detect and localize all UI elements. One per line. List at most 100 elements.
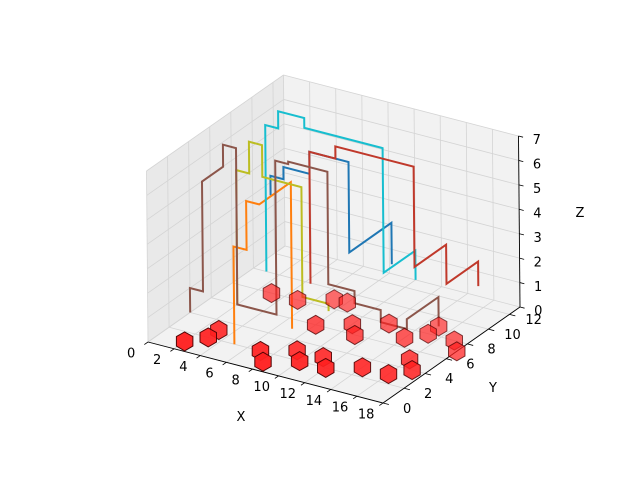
z-tick-label: 2 <box>534 255 542 270</box>
grid-x-floor <box>173 252 312 350</box>
y-tick-label: 8 <box>487 343 495 358</box>
x-tick <box>379 402 384 406</box>
grid-z-back <box>284 172 520 235</box>
grid-z-side <box>147 245 286 343</box>
y-axis-label: Y <box>488 381 497 396</box>
y-tick-label: 6 <box>466 358 474 373</box>
grid-x-floor <box>199 259 338 356</box>
grid-x-back <box>283 74 286 247</box>
grid-x-floor <box>356 299 495 397</box>
marker <box>346 324 364 346</box>
y-tick <box>509 313 516 317</box>
z-tick <box>519 208 524 211</box>
z-tick <box>518 160 524 163</box>
grid-y-side <box>272 82 275 254</box>
grid-z-back <box>283 74 519 137</box>
series-line-3 <box>264 110 417 280</box>
z-tick <box>519 282 525 285</box>
z-tick <box>519 306 525 309</box>
marker <box>419 323 437 344</box>
grid-x-back <box>361 95 364 267</box>
y-tick-label: 4 <box>445 372 453 387</box>
x-tick-label: 18 <box>358 407 375 422</box>
grid-z-side <box>147 172 285 270</box>
z-tick-label: 0 <box>534 304 542 319</box>
back-pane <box>283 75 520 307</box>
grid-z-back <box>284 147 520 210</box>
grid-z-back <box>284 221 520 283</box>
x-tick <box>300 382 305 386</box>
z-axis-label: Z <box>576 206 585 221</box>
z-tick-label: 5 <box>533 182 541 197</box>
z-tick-label: 3 <box>533 231 541 246</box>
marker <box>380 313 398 334</box>
y-tick <box>488 328 495 332</box>
z-tick-label: 4 <box>533 207 541 222</box>
marker <box>317 357 335 378</box>
marker <box>338 292 356 313</box>
grid-z-back <box>283 99 519 161</box>
grid-x-floor <box>226 266 364 363</box>
x-tick <box>170 348 175 352</box>
marker <box>175 331 194 352</box>
y-tick-label: 12 <box>525 313 542 328</box>
x-tick-label: 0 <box>127 346 135 361</box>
marker <box>395 327 414 348</box>
grid-z-back <box>284 245 521 308</box>
marker <box>325 289 343 310</box>
z-axis-line <box>518 135 521 308</box>
grid-z-back <box>284 196 520 259</box>
x-tick-label: 8 <box>231 373 239 388</box>
x-tick <box>196 355 201 359</box>
grid-y-floor <box>190 312 426 374</box>
x-tick-label: 16 <box>332 401 349 416</box>
grid-z-side <box>147 221 286 318</box>
grid-y-side <box>209 126 212 298</box>
x-axis-label: X <box>237 410 246 425</box>
grid-z-back <box>283 123 520 186</box>
grid-x-back <box>491 129 495 301</box>
z-tick-label: 6 <box>533 158 541 173</box>
z-tick <box>519 257 525 260</box>
markers <box>175 283 466 385</box>
y-tick <box>467 343 474 346</box>
z-tick-label: 7 <box>533 133 541 148</box>
x-tick-label: 2 <box>153 353 161 368</box>
marker <box>448 341 466 362</box>
grid-z-side <box>146 99 284 196</box>
y-tick <box>425 373 432 376</box>
grid-x-back <box>439 115 443 287</box>
marker <box>403 360 421 381</box>
marker <box>262 283 281 304</box>
y-tick <box>446 358 453 361</box>
grid-y-side <box>251 97 254 269</box>
grid-x-back <box>387 102 390 274</box>
x-tick-label: 14 <box>306 394 323 409</box>
y-tick <box>403 387 411 391</box>
z-tick <box>519 233 525 236</box>
x-tick <box>274 375 279 379</box>
series-lines <box>188 110 480 345</box>
grid-x-back <box>335 88 338 260</box>
marker <box>290 351 309 372</box>
x-tick <box>326 389 332 393</box>
marker <box>379 364 398 385</box>
grid-y-side <box>167 156 170 328</box>
marker <box>254 351 272 372</box>
grid-y-side <box>230 111 233 283</box>
series-line-2 <box>232 180 294 345</box>
grid-z-side <box>146 74 284 172</box>
marker <box>306 314 325 335</box>
grid-y-side <box>146 170 149 343</box>
grid-z-side <box>147 196 285 294</box>
x-tick-label: 10 <box>253 380 270 395</box>
x-tick <box>248 368 253 373</box>
y-tick-label: 10 <box>504 328 521 343</box>
grid-x-back <box>465 122 469 294</box>
z-tick-label: 1 <box>534 280 542 295</box>
x-tick <box>352 395 358 400</box>
y-tick-label: 0 <box>403 402 411 417</box>
